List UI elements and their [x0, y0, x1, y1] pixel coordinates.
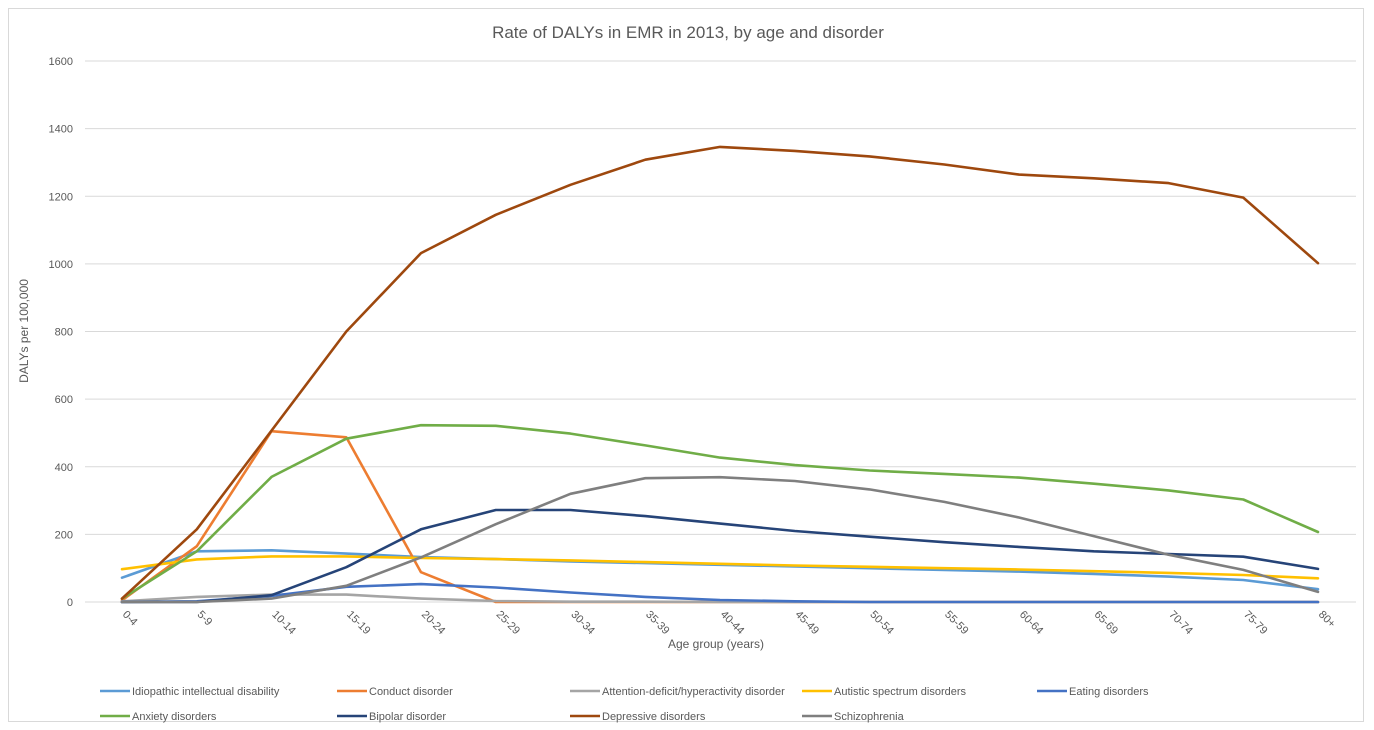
- series-line: [120, 555, 1320, 580]
- x-axis-title: Age group (years): [668, 637, 764, 651]
- legend-item: Eating disorders: [1037, 686, 1149, 698]
- chart-title: Rate of DALYs in EMR in 2013, by age and…: [492, 23, 884, 42]
- x-tick-label: 10-14: [269, 609, 297, 637]
- x-tick-label: 55-59: [942, 609, 970, 637]
- x-tick-label: 35-39: [643, 609, 671, 637]
- x-tick-label: 20-24: [419, 609, 447, 637]
- y-tick-label: 600: [55, 394, 73, 406]
- y-axis-ticks: 0 200 400 600 800 1000 1200 1400 1600: [49, 56, 73, 609]
- series-line: [120, 423, 1320, 600]
- legend: Idiopathic intellectual disability Conduc…: [100, 686, 1149, 723]
- legend-label: Attention-deficit/hyperactivity disorder: [602, 686, 785, 698]
- x-tick-label: 70-74: [1166, 609, 1194, 637]
- x-axis-ticks: 0-4 5-9 10-14 15-19 20-24 25-29 30-34 35-39 40-4…: [120, 609, 1338, 637]
- x-tick-label: 65-69: [1092, 609, 1120, 637]
- x-tick-label: 0-4: [120, 609, 140, 629]
- legend-label: Eating disorders: [1069, 686, 1149, 698]
- legend-item: Anxiety disorders: [100, 711, 217, 723]
- y-tick-label: 800: [55, 327, 73, 339]
- y-tick-label: 1200: [49, 191, 73, 203]
- x-tick-label: 15-19: [344, 609, 372, 637]
- legend-label: Depressive disorders: [602, 711, 706, 723]
- series-line: [120, 475, 1320, 604]
- legend-item: Conduct disorder: [337, 686, 453, 698]
- legend-item: Idiopathic intellectual disability: [100, 686, 280, 698]
- legend-item: Bipolar disorder: [337, 711, 446, 723]
- x-tick-label: 5-9: [195, 609, 215, 629]
- legend-item: Depressive disorders: [570, 711, 706, 723]
- legend-label: Autistic spectrum disorders: [834, 686, 967, 698]
- legend-item: Schizophrenia: [802, 711, 905, 723]
- legend-label: Anxiety disorders: [132, 711, 217, 723]
- legend-item: Attention-deficit/hyperactivity disorder: [570, 686, 785, 698]
- x-tick-label: 40-44: [718, 609, 746, 637]
- y-tick-label: 200: [55, 529, 73, 541]
- legend-label: Bipolar disorder: [369, 711, 446, 723]
- x-tick-label: 50-54: [867, 609, 895, 637]
- series-lines: [120, 145, 1320, 604]
- y-tick-label: 400: [55, 462, 73, 474]
- legend-label: Schizophrenia: [834, 711, 905, 723]
- series-line: [120, 508, 1320, 604]
- legend-item: Autistic spectrum disorders: [802, 686, 967, 698]
- y-tick-label: 0: [67, 597, 73, 609]
- y-tick-label: 1600: [49, 56, 73, 68]
- x-tick-label: 60-64: [1017, 609, 1045, 637]
- legend-label: Conduct disorder: [369, 686, 453, 698]
- x-tick-label: 45-49: [793, 609, 821, 637]
- legend-label: Idiopathic intellectual disability: [132, 686, 280, 698]
- y-tick-label: 1000: [49, 259, 73, 271]
- gridlines: [85, 60, 1356, 603]
- x-tick-label: 80+: [1316, 609, 1338, 631]
- x-tick-label: 25-29: [494, 609, 522, 637]
- y-tick-label: 1400: [49, 124, 73, 136]
- series-line: [120, 145, 1320, 600]
- x-tick-label: 30-34: [568, 609, 596, 637]
- y-axis-title: DALYs per 100,000: [17, 279, 31, 383]
- x-tick-label: 75-79: [1241, 609, 1269, 637]
